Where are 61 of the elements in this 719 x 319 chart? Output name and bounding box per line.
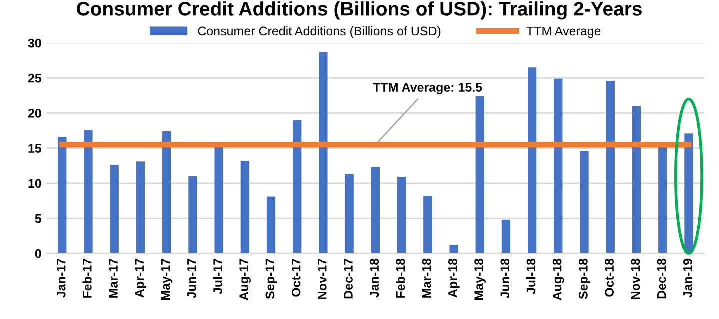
x-tick-label: Jun-17 bbox=[188, 259, 196, 299]
x-tick-label: Dec-17 bbox=[344, 259, 353, 299]
x-tick-label: Apr-18 bbox=[448, 258, 460, 298]
x-tick-label: Feb-18 bbox=[396, 258, 406, 298]
x-tick-label: Dec-18 bbox=[657, 258, 666, 299]
x-tick-label: Oct-17 bbox=[292, 259, 301, 297]
bar bbox=[554, 78, 563, 254]
bar bbox=[658, 146, 668, 254]
x-tick-label: Apr-17 bbox=[135, 259, 147, 298]
bar bbox=[502, 220, 511, 254]
bar bbox=[424, 196, 432, 254]
x-tick-label: Jan-17 bbox=[57, 259, 66, 298]
x-tick-label: Jan-18 bbox=[370, 258, 380, 298]
x-tick-label: Aug-18 bbox=[552, 258, 564, 301]
bar bbox=[684, 134, 694, 254]
x-tick-label: Jul-17 bbox=[213, 259, 222, 294]
x-tick-label: May-18 bbox=[474, 258, 486, 300]
y-tick-label: 5 bbox=[35, 214, 42, 224]
bar bbox=[319, 52, 328, 254]
bar bbox=[58, 137, 67, 254]
x-tick-label: Nov-17 bbox=[318, 259, 327, 300]
bar bbox=[136, 162, 146, 254]
y-tick-label: 15 bbox=[28, 144, 42, 153]
x-tick-label: Sep-18 bbox=[579, 258, 590, 300]
bar bbox=[580, 151, 589, 254]
y-tick-label: 0 bbox=[35, 249, 42, 258]
x-tick-label: Oct-18 bbox=[605, 258, 614, 297]
bar bbox=[450, 245, 458, 254]
bar bbox=[528, 68, 537, 254]
bar bbox=[162, 131, 172, 254]
y-tick-label: 25 bbox=[28, 74, 42, 83]
bar bbox=[110, 165, 119, 254]
bar bbox=[632, 106, 642, 254]
y-tick-label: 30 bbox=[28, 38, 42, 48]
legend-label: TTM Average bbox=[526, 26, 601, 38]
bar bbox=[214, 146, 224, 254]
bar bbox=[476, 96, 484, 254]
bar bbox=[371, 167, 380, 254]
x-tick-label: May-17 bbox=[161, 259, 173, 300]
bar bbox=[606, 80, 615, 254]
x-tick-label: Jul-18 bbox=[526, 258, 536, 294]
x-tick-label: Jan-19 bbox=[683, 258, 692, 298]
annotation: TTM Average: 15.5 bbox=[373, 83, 482, 95]
bar bbox=[345, 174, 354, 254]
bar bbox=[266, 196, 276, 254]
x-tick-label: Aug-17 bbox=[240, 259, 251, 301]
chart-title: Consumer Credit Additions (Billions of USD): Trailing 2-Years bbox=[77, 2, 642, 20]
x-tick-label: Mar-18 bbox=[422, 258, 432, 298]
bar bbox=[188, 176, 198, 254]
x-tick-label: Mar-17 bbox=[109, 259, 118, 298]
bar bbox=[293, 120, 302, 254]
x-tick-label: Nov-18 bbox=[631, 258, 640, 300]
x-tick-label: Sep-17 bbox=[266, 259, 278, 300]
y-tick-label: 10 bbox=[28, 179, 42, 188]
x-tick-label: Jun-18 bbox=[500, 258, 510, 299]
x-tick-label: Feb-17 bbox=[82, 259, 92, 298]
y-tick-label: 20 bbox=[28, 109, 42, 118]
legend-label: Consumer Credit Additions (Billions of USD) bbox=[198, 26, 441, 38]
bar bbox=[397, 177, 406, 254]
bar bbox=[240, 160, 250, 254]
bar bbox=[84, 130, 93, 254]
